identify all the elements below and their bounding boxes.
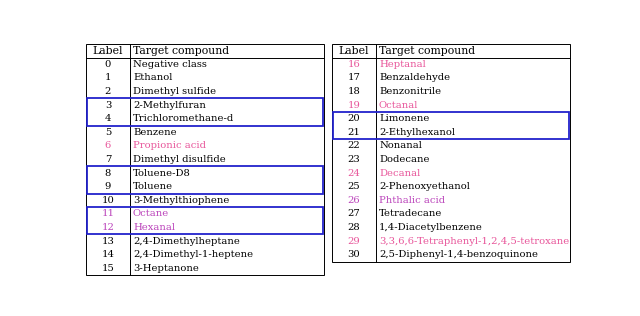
Bar bbox=[332, 44, 570, 262]
Text: 23: 23 bbox=[348, 155, 360, 164]
Text: 2: 2 bbox=[105, 87, 111, 96]
Text: 7: 7 bbox=[105, 155, 111, 164]
Text: Hexanal: Hexanal bbox=[133, 223, 175, 232]
Text: 21: 21 bbox=[348, 128, 360, 137]
Text: Target compound: Target compound bbox=[379, 46, 475, 56]
Text: Octanal: Octanal bbox=[379, 101, 419, 110]
Text: Toluene: Toluene bbox=[133, 182, 173, 191]
Text: Heptanal: Heptanal bbox=[379, 60, 426, 69]
Text: Benzene: Benzene bbox=[133, 128, 177, 137]
Bar bbox=[88, 207, 323, 234]
Text: 24: 24 bbox=[348, 169, 360, 178]
Text: 2,4-Dimethylheptane: 2,4-Dimethylheptane bbox=[133, 237, 240, 246]
Text: Ethanol: Ethanol bbox=[133, 74, 172, 82]
Text: 13: 13 bbox=[102, 237, 115, 246]
Text: Target compound: Target compound bbox=[133, 46, 229, 56]
Text: Dodecane: Dodecane bbox=[379, 155, 429, 164]
Text: 2,4-Dimethyl-1-heptene: 2,4-Dimethyl-1-heptene bbox=[133, 250, 253, 259]
Text: 9: 9 bbox=[105, 182, 111, 191]
Text: 16: 16 bbox=[348, 60, 360, 69]
Text: 1,4-Diacetylbenzene: 1,4-Diacetylbenzene bbox=[379, 223, 483, 232]
Text: Decanal: Decanal bbox=[379, 169, 420, 178]
Text: 30: 30 bbox=[348, 250, 360, 259]
Text: Phthalic acid: Phthalic acid bbox=[379, 196, 445, 205]
Text: Tetradecane: Tetradecane bbox=[379, 210, 442, 218]
Text: 29: 29 bbox=[348, 237, 360, 246]
Text: 0: 0 bbox=[105, 60, 111, 69]
Text: Label: Label bbox=[93, 46, 124, 56]
Text: Dimethyl disulfide: Dimethyl disulfide bbox=[133, 155, 226, 164]
Text: 10: 10 bbox=[102, 196, 115, 205]
Text: Propionic acid: Propionic acid bbox=[133, 142, 206, 150]
Text: 20: 20 bbox=[348, 114, 360, 123]
Text: Nonanal: Nonanal bbox=[379, 142, 422, 150]
Text: Negative class: Negative class bbox=[133, 60, 207, 69]
Text: 4: 4 bbox=[105, 114, 111, 123]
Text: 14: 14 bbox=[102, 250, 115, 259]
Text: Trichloromethane-d: Trichloromethane-d bbox=[133, 114, 234, 123]
Bar bbox=[88, 167, 323, 194]
Text: 25: 25 bbox=[348, 182, 360, 191]
Text: Limonene: Limonene bbox=[379, 114, 429, 123]
Text: 27: 27 bbox=[348, 210, 360, 218]
Text: 18: 18 bbox=[348, 87, 360, 96]
Text: 2-Phenoxyethanol: 2-Phenoxyethanol bbox=[379, 182, 470, 191]
Text: 3-Methylthiophene: 3-Methylthiophene bbox=[133, 196, 229, 205]
Text: 2-Methylfuran: 2-Methylfuran bbox=[133, 101, 206, 110]
Text: Dimethyl sulfide: Dimethyl sulfide bbox=[133, 87, 216, 96]
Text: 22: 22 bbox=[348, 142, 360, 150]
Text: 12: 12 bbox=[102, 223, 115, 232]
Text: 5: 5 bbox=[105, 128, 111, 137]
Text: 3,3,6,6-Tetraphenyl-1,2,4,5-tetroxane: 3,3,6,6-Tetraphenyl-1,2,4,5-tetroxane bbox=[379, 237, 569, 246]
Text: 2,5-Diphenyl-1,4-benzoquinone: 2,5-Diphenyl-1,4-benzoquinone bbox=[379, 250, 538, 259]
Text: 6: 6 bbox=[105, 142, 111, 150]
Bar bbox=[88, 98, 323, 125]
Text: 8: 8 bbox=[105, 169, 111, 178]
Text: 11: 11 bbox=[102, 210, 115, 218]
Text: 26: 26 bbox=[348, 196, 360, 205]
Text: Benzaldehyde: Benzaldehyde bbox=[379, 74, 450, 82]
Text: 1: 1 bbox=[105, 74, 111, 82]
Bar bbox=[86, 44, 324, 275]
Text: Octane: Octane bbox=[133, 210, 169, 218]
Text: 17: 17 bbox=[348, 74, 360, 82]
Text: Toluene-D8: Toluene-D8 bbox=[133, 169, 191, 178]
Text: 3-Heptanone: 3-Heptanone bbox=[133, 264, 199, 273]
Text: Benzonitrile: Benzonitrile bbox=[379, 87, 441, 96]
Text: 2-Ethylhexanol: 2-Ethylhexanol bbox=[379, 128, 455, 137]
Text: 15: 15 bbox=[102, 264, 115, 273]
Text: 19: 19 bbox=[348, 101, 360, 110]
Text: Label: Label bbox=[339, 46, 369, 56]
Bar bbox=[333, 112, 568, 139]
Text: 3: 3 bbox=[105, 101, 111, 110]
Text: 28: 28 bbox=[348, 223, 360, 232]
